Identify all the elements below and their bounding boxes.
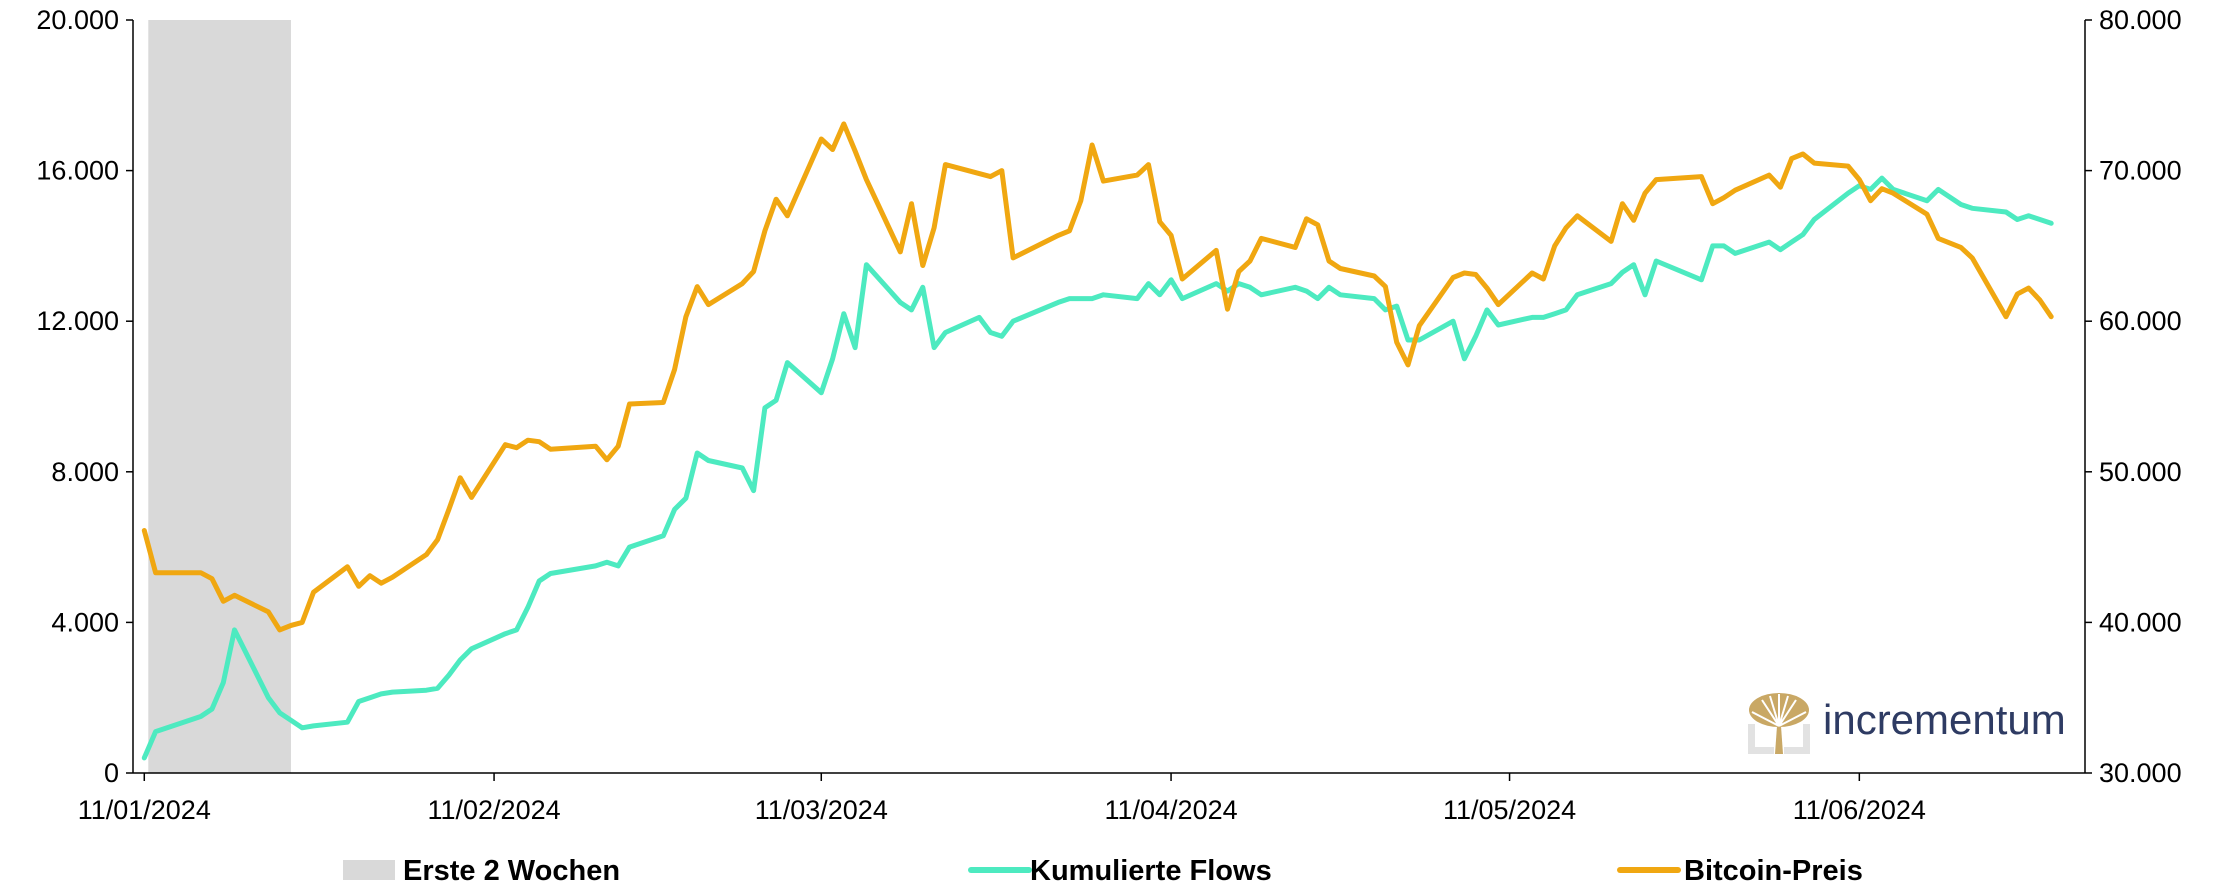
y-left-tick-label: 12.000	[36, 306, 119, 336]
y-right-tick-label: 50.000	[2099, 457, 2182, 487]
x-tick-label: 11/06/2024	[1793, 795, 1926, 825]
brand-name: incrementum	[1823, 696, 2066, 743]
y-right-tick-label: 40.000	[2099, 607, 2182, 637]
series-layer	[141, 121, 2054, 761]
y-left-tick-label: 8.000	[51, 457, 119, 487]
legend-label-erste-2-wochen: Erste 2 Wochen	[403, 855, 620, 887]
y-left-tick-label: 4.000	[51, 607, 119, 637]
x-tick-label: 11/05/2024	[1443, 795, 1576, 825]
x-tick-label: 11/02/2024	[427, 795, 560, 825]
y-right-tick-label: 30.000	[2099, 758, 2182, 788]
y-left-tick-label: 16.000	[36, 156, 119, 186]
x-tick-label: 11/04/2024	[1104, 795, 1237, 825]
legend: Erste 2 Wochen Kumulierte Flows Bitcoin-Pr…	[343, 855, 1863, 887]
legend-swatch-erste-2-wochen	[343, 860, 395, 880]
tree-icon	[1748, 693, 1810, 754]
axes-layer: 0 4.000 8.000 12.000 16.000 20.000 30.000 40.00…	[36, 5, 2181, 825]
shaded-region-first-two-weeks	[148, 20, 291, 773]
x-tick-label: 11/03/2024	[755, 795, 888, 825]
shaded-region-layer	[148, 20, 291, 773]
series-line-bitcoin-preis	[141, 121, 2054, 633]
y-right-tick-label: 60.000	[2099, 306, 2182, 336]
y-left-tick-label: 0	[104, 758, 119, 788]
y-right-tick-label: 70.000	[2099, 156, 2182, 186]
legend-label-kumulierte-flows: Kumulierte Flows	[1030, 855, 1272, 887]
y-left-tick-label: 20.000	[36, 5, 119, 35]
brand-logo: incrementum	[1748, 693, 2066, 754]
legend-label-bitcoin-preis: Bitcoin-Preis	[1684, 855, 1863, 887]
series-line-kumulierte-flows	[141, 175, 2054, 761]
y-right-tick-label: 80.000	[2099, 5, 2182, 35]
x-tick-label: 11/01/2024	[78, 795, 211, 825]
